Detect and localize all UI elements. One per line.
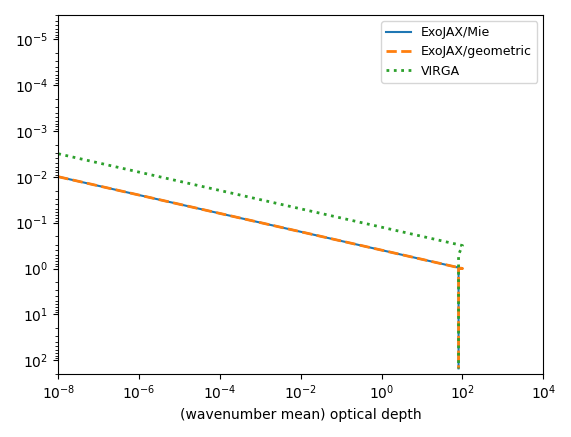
ExoJAX/geometric (81, 180, 87, 185)
Legend: ExoJAX/Mie, ExoJAX/geometric, VIRGA: ExoJAX/Mie, ExoJAX/geometric, VIRGA (381, 21, 537, 83)
VIRGA (357, 220, 364, 225)
VIRGA (116, 165, 123, 170)
VIRGA (142, 171, 148, 176)
VIRGA (455, 366, 462, 371)
ExoJAX/Mie (455, 366, 462, 371)
ExoJAX/geometric (142, 194, 148, 199)
ExoJAX/Mie (383, 249, 389, 254)
VIRGA (81, 157, 87, 162)
VIRGA (383, 225, 389, 231)
ExoJAX/Mie (305, 231, 312, 236)
Line: ExoJAX/geometric: ExoJAX/geometric (58, 177, 463, 368)
ExoJAX/Mie (55, 174, 62, 179)
VIRGA (55, 151, 62, 156)
ExoJAX/geometric (383, 249, 389, 254)
X-axis label: (wavenumber mean) optical depth: (wavenumber mean) optical depth (180, 408, 421, 422)
ExoJAX/geometric (55, 174, 62, 179)
ExoJAX/geometric (357, 243, 364, 248)
ExoJAX/geometric (305, 231, 312, 236)
Line: ExoJAX/Mie: ExoJAX/Mie (58, 177, 463, 368)
ExoJAX/Mie (357, 243, 364, 248)
ExoJAX/Mie (142, 194, 148, 199)
VIRGA (305, 208, 312, 213)
ExoJAX/geometric (116, 188, 123, 193)
ExoJAX/geometric (455, 366, 462, 371)
ExoJAX/Mie (116, 188, 123, 193)
ExoJAX/Mie (81, 180, 87, 185)
Line: VIRGA: VIRGA (58, 154, 463, 368)
